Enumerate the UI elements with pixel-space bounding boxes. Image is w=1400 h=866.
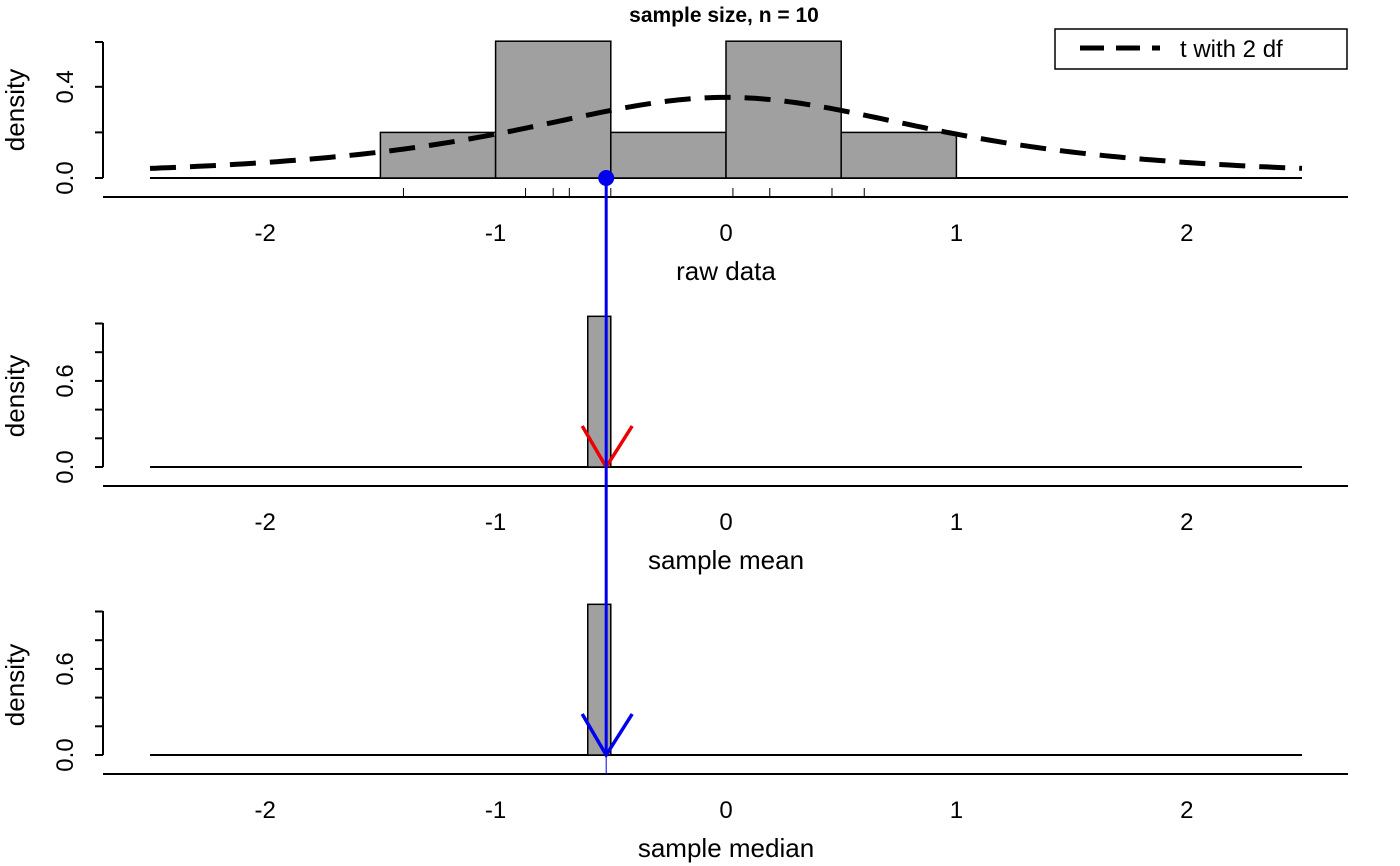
x-tick-label: 0	[719, 509, 732, 536]
x-axis-title: sample median	[638, 833, 814, 863]
y-axis-title: density	[0, 69, 30, 151]
chart-title: sample size, n = 10	[629, 4, 819, 27]
x-tick-label: -2	[255, 220, 276, 247]
x-tick-label: -1	[485, 797, 506, 824]
x-tick-label: 1	[950, 797, 963, 824]
x-tick-label: 1	[950, 220, 963, 247]
x-axis-title: raw data	[676, 256, 776, 286]
t-density-curve	[149, 94, 1303, 171]
x-tick-label: -2	[255, 509, 276, 536]
legend: t with 2 df	[1054, 28, 1348, 70]
y-axis-title: density	[0, 355, 30, 437]
x-tick-label: 0	[719, 797, 732, 824]
histogram-bar	[725, 40, 842, 179]
legend-label: t with 2 df	[1180, 36, 1283, 63]
y-tick-label: 0.6	[52, 652, 79, 685]
sample-marker-dot	[598, 170, 615, 186]
y-tick-label: 0.0	[52, 450, 79, 483]
x-axis-title: sample mean	[648, 545, 804, 575]
x-tick-label: -1	[485, 509, 506, 536]
histogram-bar	[610, 131, 727, 179]
histogram-bar	[494, 40, 612, 179]
x-tick-label: -1	[485, 220, 506, 247]
histogram-bar	[840, 131, 958, 179]
x-tick-label: 0	[719, 220, 732, 247]
y-tick-label: 0.6	[52, 364, 79, 397]
x-tick-label: 2	[1180, 220, 1193, 247]
y-tick-label: 0.4	[52, 70, 79, 103]
x-tick-label: -2	[255, 797, 276, 824]
y-axis-title: density	[0, 644, 30, 726]
x-tick-label: 2	[1180, 509, 1193, 536]
x-tick-label: 2	[1180, 797, 1193, 824]
x-tick-label: 1	[950, 509, 963, 536]
y-tick-label: 0.0	[52, 161, 79, 194]
panel-median: -2 -1 0 1 2 0.0 0.6 sample median density	[0, 603, 1348, 863]
panel-mean: -2 -1 0 1 2 0.0 0.6 sample mean density	[0, 315, 1348, 575]
panel-raw: -2 -1 0 1 2 0.0 0.4 raw data density t with 2 df	[0, 28, 1348, 286]
y-tick-label: 0.0	[52, 738, 79, 771]
